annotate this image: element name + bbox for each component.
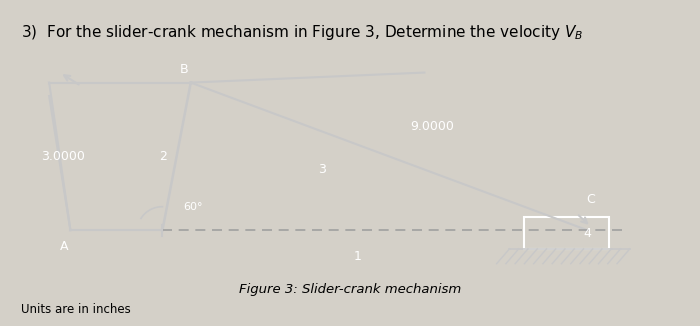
Text: A: A — [60, 240, 69, 253]
Text: 2: 2 — [159, 150, 167, 163]
Bar — [524, 217, 608, 249]
Text: 3.0000: 3.0000 — [41, 150, 85, 163]
Text: 4: 4 — [584, 227, 592, 240]
Text: Units are in inches: Units are in inches — [21, 303, 131, 316]
Text: B: B — [180, 63, 189, 76]
Text: C: C — [586, 193, 594, 206]
Text: 3: 3 — [318, 163, 326, 176]
Text: 9.0000: 9.0000 — [410, 120, 454, 133]
Text: 1: 1 — [354, 250, 361, 263]
Text: 60°: 60° — [183, 202, 203, 212]
Text: 3)  For the slider-crank mechanism in Figure 3, Determine the velocity $V_B$: 3) For the slider-crank mechanism in Fig… — [21, 23, 583, 42]
Text: Figure 3: Slider-crank mechanism: Figure 3: Slider-crank mechanism — [239, 283, 461, 296]
